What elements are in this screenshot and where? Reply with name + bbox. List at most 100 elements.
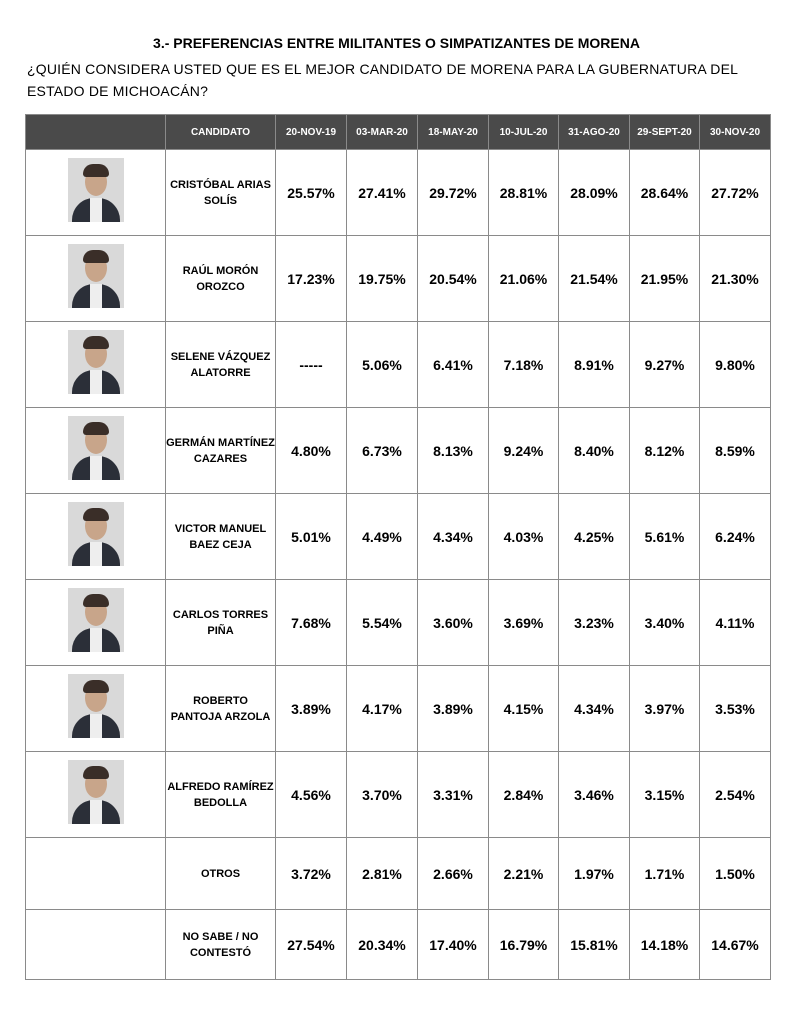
table-row: RAÚL MORÓN OROZCO 17.23% 19.75% 20.54% 21.06… [25, 235, 771, 322]
photo-cell [25, 909, 166, 980]
percentage-cell: 25.57% [275, 149, 347, 236]
percentage-cell: 1.50% [699, 837, 771, 910]
percentage-cell: 29.72% [417, 149, 489, 236]
percentage-cell: 7.18% [488, 321, 559, 408]
percentage-cell: 20.54% [417, 235, 489, 322]
percentage-cell: 8.91% [558, 321, 630, 408]
percentage-cell: 3.69% [488, 579, 559, 666]
percentage-cell: 3.60% [417, 579, 489, 666]
header-date: 31-AGO-20 [558, 114, 630, 150]
photo-cell [25, 321, 166, 408]
percentage-cell: 28.81% [488, 149, 559, 236]
percentage-cell: 4.34% [558, 665, 630, 752]
header-date: 10-JUL-20 [488, 114, 559, 150]
percentage-cell: 5.01% [275, 493, 347, 580]
percentage-cell: 16.79% [488, 909, 559, 980]
percentage-cell: 4.49% [346, 493, 418, 580]
table-row: CARLOS TORRES PIÑA 7.68% 5.54% 3.60% 3.69% 3.… [25, 579, 771, 666]
candidate-name: ROBERTO PANTOJA ARZOLA [165, 665, 276, 752]
table-row: ROBERTO PANTOJA ARZOLA 3.89% 4.17% 3.89% 4.1… [25, 665, 771, 752]
percentage-cell: 6.41% [417, 321, 489, 408]
percentage-cell: 14.18% [629, 909, 700, 980]
percentage-cell: 14.67% [699, 909, 771, 980]
percentage-cell: 3.40% [629, 579, 700, 666]
candidate-portrait [67, 588, 124, 652]
header-date: 20-NOV-19 [275, 114, 347, 150]
percentage-cell: 3.97% [629, 665, 700, 752]
candidate-portrait [67, 416, 124, 480]
candidate-portrait [67, 244, 124, 308]
percentage-cell: 15.81% [558, 909, 630, 980]
candidate-name: ALFREDO RAMÍREZ BEDOLLA [165, 751, 276, 838]
percentage-cell: 5.06% [346, 321, 418, 408]
candidate-name: CARLOS TORRES PIÑA [165, 579, 276, 666]
percentage-cell: 4.15% [488, 665, 559, 752]
percentage-cell: 2.81% [346, 837, 418, 910]
percentage-cell: 3.31% [417, 751, 489, 838]
percentage-cell: 28.09% [558, 149, 630, 236]
table-row: NO SABE / NO CONTESTÓ 27.54% 20.34% 17.40% 1… [25, 909, 771, 980]
photo-cell [25, 235, 166, 322]
percentage-cell: 27.54% [275, 909, 347, 980]
percentage-cell: 3.15% [629, 751, 700, 838]
percentage-cell: 21.54% [558, 235, 630, 322]
percentage-cell: 9.80% [699, 321, 771, 408]
candidate-name: SELENE VÁZQUEZ ALATORRE [165, 321, 276, 408]
percentage-cell: 2.66% [417, 837, 489, 910]
percentage-cell: 1.97% [558, 837, 630, 910]
candidate-name: CRISTÓBAL ARIAS SOLÍS [165, 149, 276, 236]
photo-cell [25, 579, 166, 666]
table-row: CRISTÓBAL ARIAS SOLÍS 25.57% 27.41% 29.72% 2… [25, 149, 771, 236]
percentage-cell: 7.68% [275, 579, 347, 666]
table-row: OTROS 3.72% 2.81% 2.66% 2.21% 1.97% 1.71% 1.50% [25, 837, 771, 910]
percentage-cell: 4.17% [346, 665, 418, 752]
percentage-cell: 3.70% [346, 751, 418, 838]
percentage-cell: 9.24% [488, 407, 559, 494]
percentage-cell: 27.41% [346, 149, 418, 236]
photo-cell [25, 837, 166, 910]
table-row: VICTOR MANUEL BAEZ CEJA 5.01% 4.49% 4.34% 4.… [25, 493, 771, 580]
percentage-cell: 3.89% [275, 665, 347, 752]
header-candidate: CANDIDATO [165, 114, 276, 150]
percentage-cell: 4.03% [488, 493, 559, 580]
photo-cell [25, 751, 166, 838]
header-row: CANDIDATO 20-NOV-19 03-MAR-20 18-MAY-20 10-J… [25, 114, 771, 150]
percentage-cell: 17.23% [275, 235, 347, 322]
percentage-cell: 19.75% [346, 235, 418, 322]
header-date: 03-MAR-20 [346, 114, 418, 150]
table-row: ALFREDO RAMÍREZ BEDOLLA 4.56% 3.70% 3.31% 2.… [25, 751, 771, 838]
photo-cell [25, 149, 166, 236]
percentage-cell: 5.54% [346, 579, 418, 666]
photo-cell [25, 665, 166, 752]
candidate-name: NO SABE / NO CONTESTÓ [165, 909, 276, 980]
percentage-cell: 5.61% [629, 493, 700, 580]
header-date: 29-SEPT-20 [629, 114, 700, 150]
candidate-name: GERMÁN MARTÍNEZ CAZARES [165, 407, 276, 494]
candidate-portrait [67, 502, 124, 566]
percentage-cell: 3.72% [275, 837, 347, 910]
percentage-cell: 2.54% [699, 751, 771, 838]
table-row: SELENE VÁZQUEZ ALATORRE ----- 5.06% 6.41% 7.… [25, 321, 771, 408]
percentage-cell: 4.80% [275, 407, 347, 494]
percentage-cell: 6.73% [346, 407, 418, 494]
percentage-cell: 21.30% [699, 235, 771, 322]
percentage-cell: 8.13% [417, 407, 489, 494]
percentage-cell: 3.23% [558, 579, 630, 666]
percentage-cell: 3.46% [558, 751, 630, 838]
percentage-cell: 8.59% [699, 407, 771, 494]
percentage-cell: 2.84% [488, 751, 559, 838]
header-photo [25, 114, 166, 150]
percentage-cell: 1.71% [629, 837, 700, 910]
percentage-cell: 21.06% [488, 235, 559, 322]
candidate-portrait [67, 760, 124, 824]
percentage-cell: ----- [275, 321, 347, 408]
candidate-name: VICTOR MANUEL BAEZ CEJA [165, 493, 276, 580]
percentage-cell: 28.64% [629, 149, 700, 236]
candidate-portrait [67, 674, 124, 738]
percentage-cell: 3.89% [417, 665, 489, 752]
percentage-cell: 8.40% [558, 407, 630, 494]
survey-question: ¿QUIÉN CONSIDERA USTED QUE ES EL MEJOR C… [27, 61, 738, 99]
table-row: GERMÁN MARTÍNEZ CAZARES 4.80% 6.73% 8.13% 9.… [25, 407, 771, 494]
percentage-cell: 2.21% [488, 837, 559, 910]
percentage-cell: 27.72% [699, 149, 771, 236]
